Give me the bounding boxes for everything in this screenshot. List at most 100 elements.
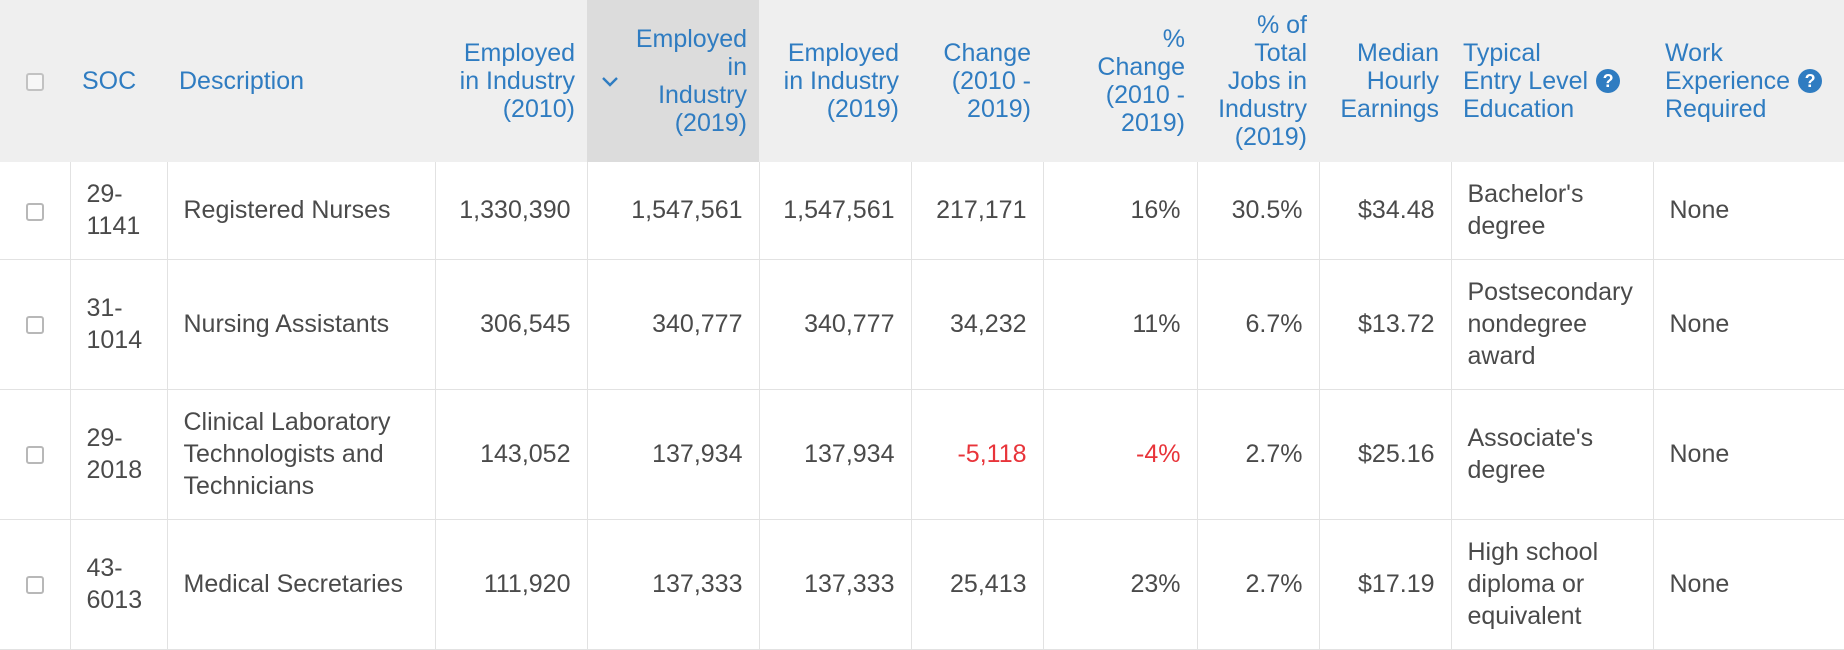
header-line: Education: [1463, 95, 1575, 123]
header-line: Jobs in: [1227, 67, 1307, 95]
header-line: Hourly: [1366, 67, 1439, 95]
column-header-experience[interactable]: Work Experience Required ?: [1653, 0, 1844, 162]
row-checkbox[interactable]: [25, 446, 44, 465]
row-checkbox[interactable]: [25, 202, 44, 221]
soc-line: 6013: [86, 586, 143, 614]
header-line: Earnings: [1340, 95, 1439, 123]
education-cell: High school diploma or equivalent: [1451, 519, 1654, 650]
column-header-soc[interactable]: SOC: [70, 0, 167, 162]
soc-line: 1014: [86, 326, 143, 354]
header-line: 2019): [967, 95, 1031, 123]
percent-change-cell: -4%: [1043, 389, 1198, 520]
percent-total-cell: 30.5%: [1197, 162, 1320, 260]
header-line: in: [727, 53, 747, 81]
header-line: Median: [1357, 39, 1439, 67]
employed-2019-sorted-cell: 340,777: [587, 259, 760, 390]
employed-2019-cell: 340,777: [759, 259, 912, 390]
change-cell: 34,232: [911, 259, 1044, 390]
header-line: Required: [1665, 95, 1767, 123]
education-line: nondegree: [1467, 310, 1588, 338]
table-row[interactable]: 31- 1014 Nursing Assistants 306,545 340,…: [0, 259, 1844, 390]
education-line: equivalent: [1467, 602, 1582, 630]
soc-line: 1141: [86, 212, 141, 241]
employed-2010-cell: 111,920: [435, 519, 588, 650]
change-cell: 217,171: [911, 162, 1044, 260]
employed-2019-sorted-cell: 1,547,561: [587, 162, 760, 260]
soc-line: 2018: [86, 456, 143, 484]
employed-2010-cell: 1,330,390: [435, 162, 588, 260]
header-line: Work: [1665, 39, 1723, 67]
header-line: Employed: [635, 25, 747, 53]
chevron-down-icon[interactable]: [599, 70, 621, 92]
column-header-employed-2010[interactable]: Employed in Industry (2010): [435, 0, 587, 162]
median-earnings-cell: $13.72: [1319, 259, 1452, 390]
soc-line: 43-: [86, 554, 123, 582]
header-line: (2019): [674, 109, 747, 137]
header-line: (2019): [1234, 123, 1307, 151]
header-line: Change: [943, 39, 1031, 67]
description-cell: Clinical Laboratory Technologists and Te…: [167, 389, 436, 520]
column-header-employed-2019-sorted[interactable]: Employed in Industry (2019): [587, 0, 759, 162]
table-row[interactable]: 29- 2018 Clinical Laboratory Technologis…: [0, 389, 1844, 520]
header-row: SOC Description Employed in Industry (20…: [0, 0, 1844, 162]
header-line: Typical: [1463, 39, 1541, 67]
education-line: award: [1467, 342, 1536, 370]
header-line: Employed: [787, 39, 899, 67]
experience-cell: None: [1653, 519, 1844, 650]
table-row[interactable]: 43- 6013 Medical Secretaries 111,920 137…: [0, 519, 1844, 650]
column-header-percent-change[interactable]: % Change (2010 - 2019): [1043, 0, 1197, 162]
description-line: Registered Nurses: [183, 196, 391, 225]
row-select-cell: [0, 389, 71, 520]
experience-help-icon[interactable]: ?: [1798, 69, 1823, 93]
column-header-percent-total[interactable]: % of Total Jobs in Industry (2019): [1197, 0, 1319, 162]
description-cell: Nursing Assistants: [167, 259, 436, 390]
column-header-change[interactable]: Change (2010 - 2019): [911, 0, 1043, 162]
experience-cell: None: [1653, 259, 1844, 390]
percent-change-cell: 16%: [1043, 162, 1198, 260]
soc-cell: 31- 1014: [70, 259, 168, 390]
header-line: 2019): [1121, 109, 1185, 137]
description-line: Technologists and: [183, 440, 384, 468]
description-cell: Medical Secretaries: [167, 519, 436, 650]
education-line: High school: [1467, 538, 1599, 566]
education-cell: Associate's degree: [1451, 389, 1654, 520]
soc-line: 29-: [86, 424, 123, 452]
median-earnings-cell: $34.48: [1319, 162, 1452, 260]
header-line: Change: [1097, 53, 1185, 81]
percent-total-cell: 2.7%: [1197, 389, 1320, 520]
header-line: Total: [1254, 39, 1307, 67]
header-line: in Industry: [783, 67, 899, 95]
column-header-description[interactable]: Description: [167, 0, 435, 162]
education-line: Associate's: [1467, 424, 1594, 452]
column-header-employed-2019[interactable]: Employed in Industry (2019): [759, 0, 911, 162]
row-checkbox[interactable]: [25, 576, 44, 595]
median-earnings-cell: $25.16: [1319, 389, 1452, 520]
education-line: degree: [1467, 456, 1546, 484]
row-select-cell: [0, 259, 71, 390]
header-line: (2010 -: [951, 67, 1031, 95]
column-header-education[interactable]: Typical Entry Level Education ?: [1451, 0, 1653, 162]
employed-2019-cell: 137,333: [759, 519, 912, 650]
education-help-icon[interactable]: ?: [1596, 69, 1621, 93]
header-line: (2019): [826, 95, 899, 123]
column-header-median-earnings[interactable]: Median Hourly Earnings: [1319, 0, 1451, 162]
header-line: Entry Level: [1463, 67, 1589, 95]
table-row[interactable]: 29- 1141 Registered Nurses 1,330,390 1,5…: [0, 162, 1844, 260]
row-checkbox[interactable]: [25, 316, 44, 335]
select-all-checkbox[interactable]: [26, 73, 44, 92]
header-line: Industry: [1218, 95, 1307, 123]
median-earnings-cell: $17.19: [1319, 519, 1452, 650]
education-cell: Bachelor's degree: [1451, 162, 1654, 260]
employed-2010-cell: 143,052: [435, 389, 588, 520]
description-cell: Registered Nurses: [167, 162, 436, 260]
description-line: Technicians: [183, 472, 315, 500]
employed-2019-sorted-cell: 137,333: [587, 519, 760, 650]
change-cell: -5,118: [911, 389, 1044, 520]
header-line: %: [1162, 25, 1185, 53]
employed-2019-cell: 137,934: [759, 389, 912, 520]
education-line: Postsecondary: [1467, 278, 1633, 306]
change-cell: 25,413: [911, 519, 1044, 650]
employed-2010-cell: 306,545: [435, 259, 588, 390]
select-all-cell: [0, 0, 70, 162]
